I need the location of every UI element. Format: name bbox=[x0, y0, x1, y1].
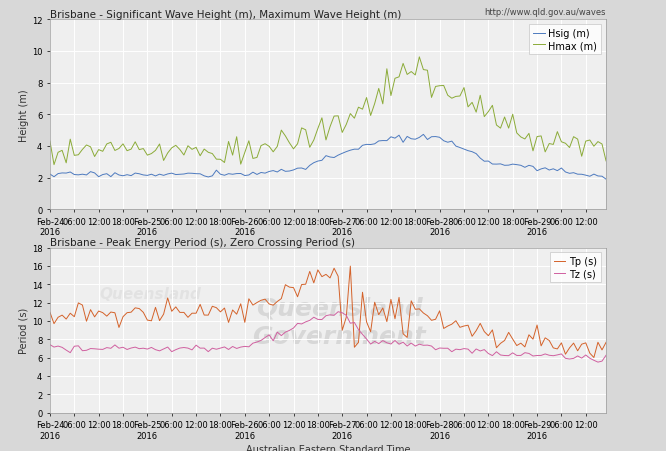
Legend: Tp (s), Tz (s): Tp (s), Tz (s) bbox=[550, 253, 601, 283]
Hmax (m) bbox=[598, 142, 606, 147]
Hmax (m) bbox=[46, 139, 54, 144]
Text: Queensland
Government: Queensland Government bbox=[252, 296, 426, 348]
Line: Tz (s): Tz (s) bbox=[50, 312, 606, 362]
Text: Queensland: Queensland bbox=[99, 287, 201, 302]
Tz (s) bbox=[334, 309, 342, 315]
Tz (s) bbox=[521, 350, 529, 355]
Hmax (m) bbox=[269, 150, 277, 155]
Tp (s) bbox=[46, 310, 54, 315]
Tz (s) bbox=[448, 349, 456, 354]
Hmax (m) bbox=[50, 162, 58, 168]
Hsig (m) bbox=[521, 165, 529, 170]
Hmax (m) bbox=[253, 156, 261, 161]
Tz (s) bbox=[366, 341, 374, 347]
Text: Brisbane - Significant Wave Height (m), Maximum Wave Height (m): Brisbane - Significant Wave Height (m), … bbox=[50, 9, 402, 19]
Hsig (m) bbox=[249, 170, 257, 175]
Hsig (m) bbox=[265, 170, 273, 175]
Tz (s) bbox=[46, 342, 54, 348]
Text: http://www.qld.gov.au/waves: http://www.qld.gov.au/waves bbox=[485, 9, 606, 18]
Tp (s) bbox=[590, 355, 598, 360]
Hsig (m) bbox=[46, 172, 54, 177]
Tp (s) bbox=[366, 329, 374, 335]
Hmax (m) bbox=[366, 114, 374, 119]
Tp (s) bbox=[598, 347, 606, 353]
Line: Hmax (m): Hmax (m) bbox=[50, 58, 606, 165]
Hsig (m) bbox=[362, 143, 370, 148]
Hmax (m) bbox=[525, 131, 533, 137]
Tp (s) bbox=[602, 340, 610, 345]
Line: Hsig (m): Hsig (m) bbox=[50, 135, 606, 180]
Hmax (m) bbox=[416, 55, 424, 60]
X-axis label: Australian Eastern Standard Time: Australian Eastern Standard Time bbox=[246, 444, 410, 451]
Tp (s) bbox=[249, 303, 257, 308]
Tp (s) bbox=[265, 302, 273, 307]
Hmax (m) bbox=[602, 159, 610, 164]
Hsig (m) bbox=[602, 177, 610, 183]
Tz (s) bbox=[265, 332, 273, 338]
Y-axis label: Period (s): Period (s) bbox=[19, 307, 29, 354]
Tz (s) bbox=[594, 359, 602, 365]
Tz (s) bbox=[602, 353, 610, 358]
Hsig (m) bbox=[594, 174, 602, 179]
Tp (s) bbox=[521, 345, 529, 350]
Tz (s) bbox=[598, 359, 606, 364]
Line: Tp (s): Tp (s) bbox=[50, 267, 606, 358]
Hsig (m) bbox=[448, 139, 456, 144]
Hmax (m) bbox=[452, 94, 460, 100]
Tp (s) bbox=[346, 264, 354, 269]
Y-axis label: Height (m): Height (m) bbox=[19, 89, 29, 141]
Text: Brisbane - Peak Energy Period (s), Zero Crossing Period (s): Brisbane - Peak Energy Period (s), Zero … bbox=[50, 237, 355, 247]
Tz (s) bbox=[249, 341, 257, 346]
Hsig (m) bbox=[420, 132, 428, 138]
Legend: Hsig (m), Hmax (m): Hsig (m), Hmax (m) bbox=[529, 25, 601, 55]
Tp (s) bbox=[448, 322, 456, 327]
